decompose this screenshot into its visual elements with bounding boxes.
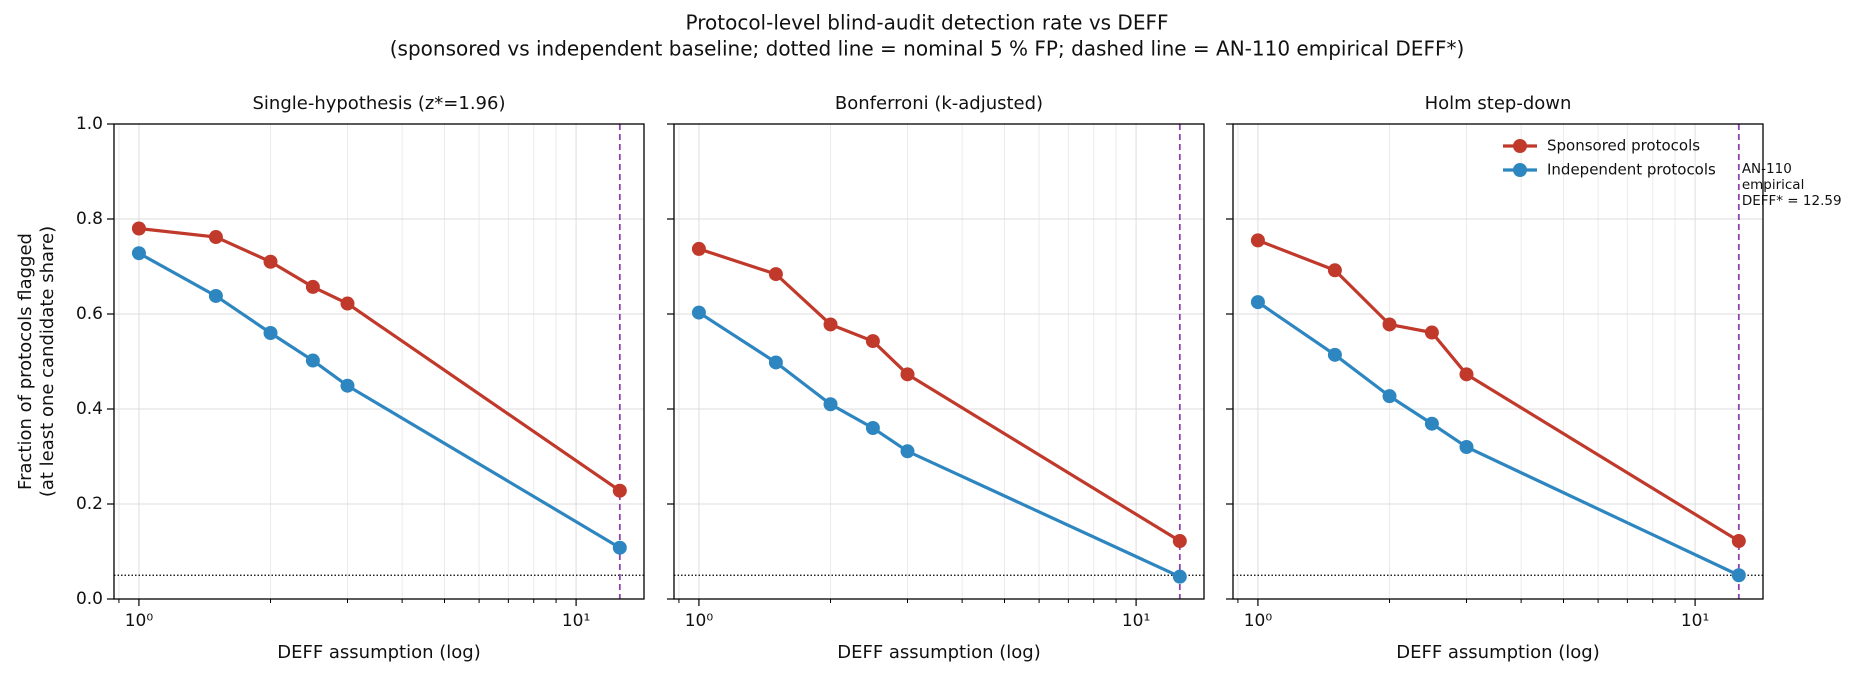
x-tick-label: 10¹ <box>1122 611 1150 631</box>
data-point <box>1424 416 1439 431</box>
data-point <box>305 353 320 368</box>
series-line <box>698 247 1181 543</box>
data-point <box>208 288 223 303</box>
series-line <box>138 251 621 550</box>
data-point <box>1172 569 1187 584</box>
data-point <box>263 326 278 340</box>
annotation: DEFF* = 12.59 <box>1742 193 1842 209</box>
data-point <box>340 296 355 311</box>
data-point <box>1382 317 1397 332</box>
data-point <box>305 279 320 294</box>
y-tick-label: 1.0 <box>76 114 103 134</box>
data-point <box>340 378 355 393</box>
chart-title: Bonferroni (k-adjusted) <box>835 93 1043 114</box>
data-point <box>1459 367 1474 382</box>
data-point <box>900 367 915 382</box>
data-point <box>1382 389 1397 404</box>
plot-frame <box>1232 123 1764 600</box>
series-line <box>1257 300 1740 577</box>
y-tick-label: 0.6 <box>76 304 103 324</box>
y-tick-label: 0.2 <box>76 494 103 514</box>
data-point <box>823 397 838 412</box>
data-point <box>1250 295 1265 310</box>
annotation: empirical <box>1742 177 1805 193</box>
data-point <box>612 540 627 555</box>
series-line <box>1257 238 1740 543</box>
x-tick-label: 10⁰ <box>1244 611 1273 631</box>
legend-marker <box>1513 139 1527 153</box>
y-axis-label: Fraction of protocols flagged <box>15 233 36 490</box>
data-point <box>900 444 915 459</box>
x-axis-label: DEFF assumption (log) <box>837 642 1041 663</box>
data-point <box>691 241 706 256</box>
data-point <box>1424 325 1439 340</box>
data-point <box>1172 534 1187 549</box>
data-point <box>823 317 838 332</box>
y-tick-label: 0.4 <box>76 399 103 419</box>
figure-title: Protocol-level blind-audit detection rat… <box>686 11 1169 35</box>
annotation: AN-110 <box>1742 161 1792 177</box>
x-tick-label: 10⁰ <box>125 611 154 631</box>
plot-frame <box>113 123 645 600</box>
data-point <box>1731 568 1746 583</box>
series-line <box>138 226 621 493</box>
data-point <box>263 254 278 269</box>
data-point <box>1731 534 1746 549</box>
data-point <box>131 246 146 261</box>
y-tick-label: 0.0 <box>76 589 103 609</box>
x-axis-label: DEFF assumption (log) <box>277 642 481 663</box>
plot-frame <box>673 123 1205 600</box>
data-point <box>612 483 627 498</box>
figure-subtitle: (sponsored vs independent baseline; dott… <box>390 37 1465 61</box>
x-tick-label: 10¹ <box>562 611 590 631</box>
y-axis-label: (at least one candidate share) <box>37 226 58 497</box>
data-point <box>865 334 880 349</box>
data-point <box>1327 263 1342 278</box>
data-point <box>768 267 783 282</box>
x-tick-label: 10¹ <box>1681 611 1709 631</box>
series-line <box>698 311 1181 579</box>
data-point <box>1327 347 1342 362</box>
data-point <box>1459 440 1474 454</box>
data-point <box>208 230 223 245</box>
data-point <box>865 421 880 435</box>
data-point <box>691 305 706 320</box>
x-axis-label: DEFF assumption (log) <box>1396 642 1600 663</box>
chart-title: Holm step-down <box>1425 93 1572 114</box>
data-point <box>768 355 783 370</box>
legend-label: Sponsored protocols <box>1547 137 1700 155</box>
y-tick-label: 0.8 <box>76 209 103 229</box>
legend-label: Independent protocols <box>1547 161 1716 179</box>
data-point <box>131 221 146 236</box>
data-point <box>1250 233 1265 248</box>
x-tick-label: 10⁰ <box>685 611 714 631</box>
chart-title: Single-hypothesis (z*=1.96) <box>252 93 505 114</box>
legend-marker <box>1513 163 1527 177</box>
